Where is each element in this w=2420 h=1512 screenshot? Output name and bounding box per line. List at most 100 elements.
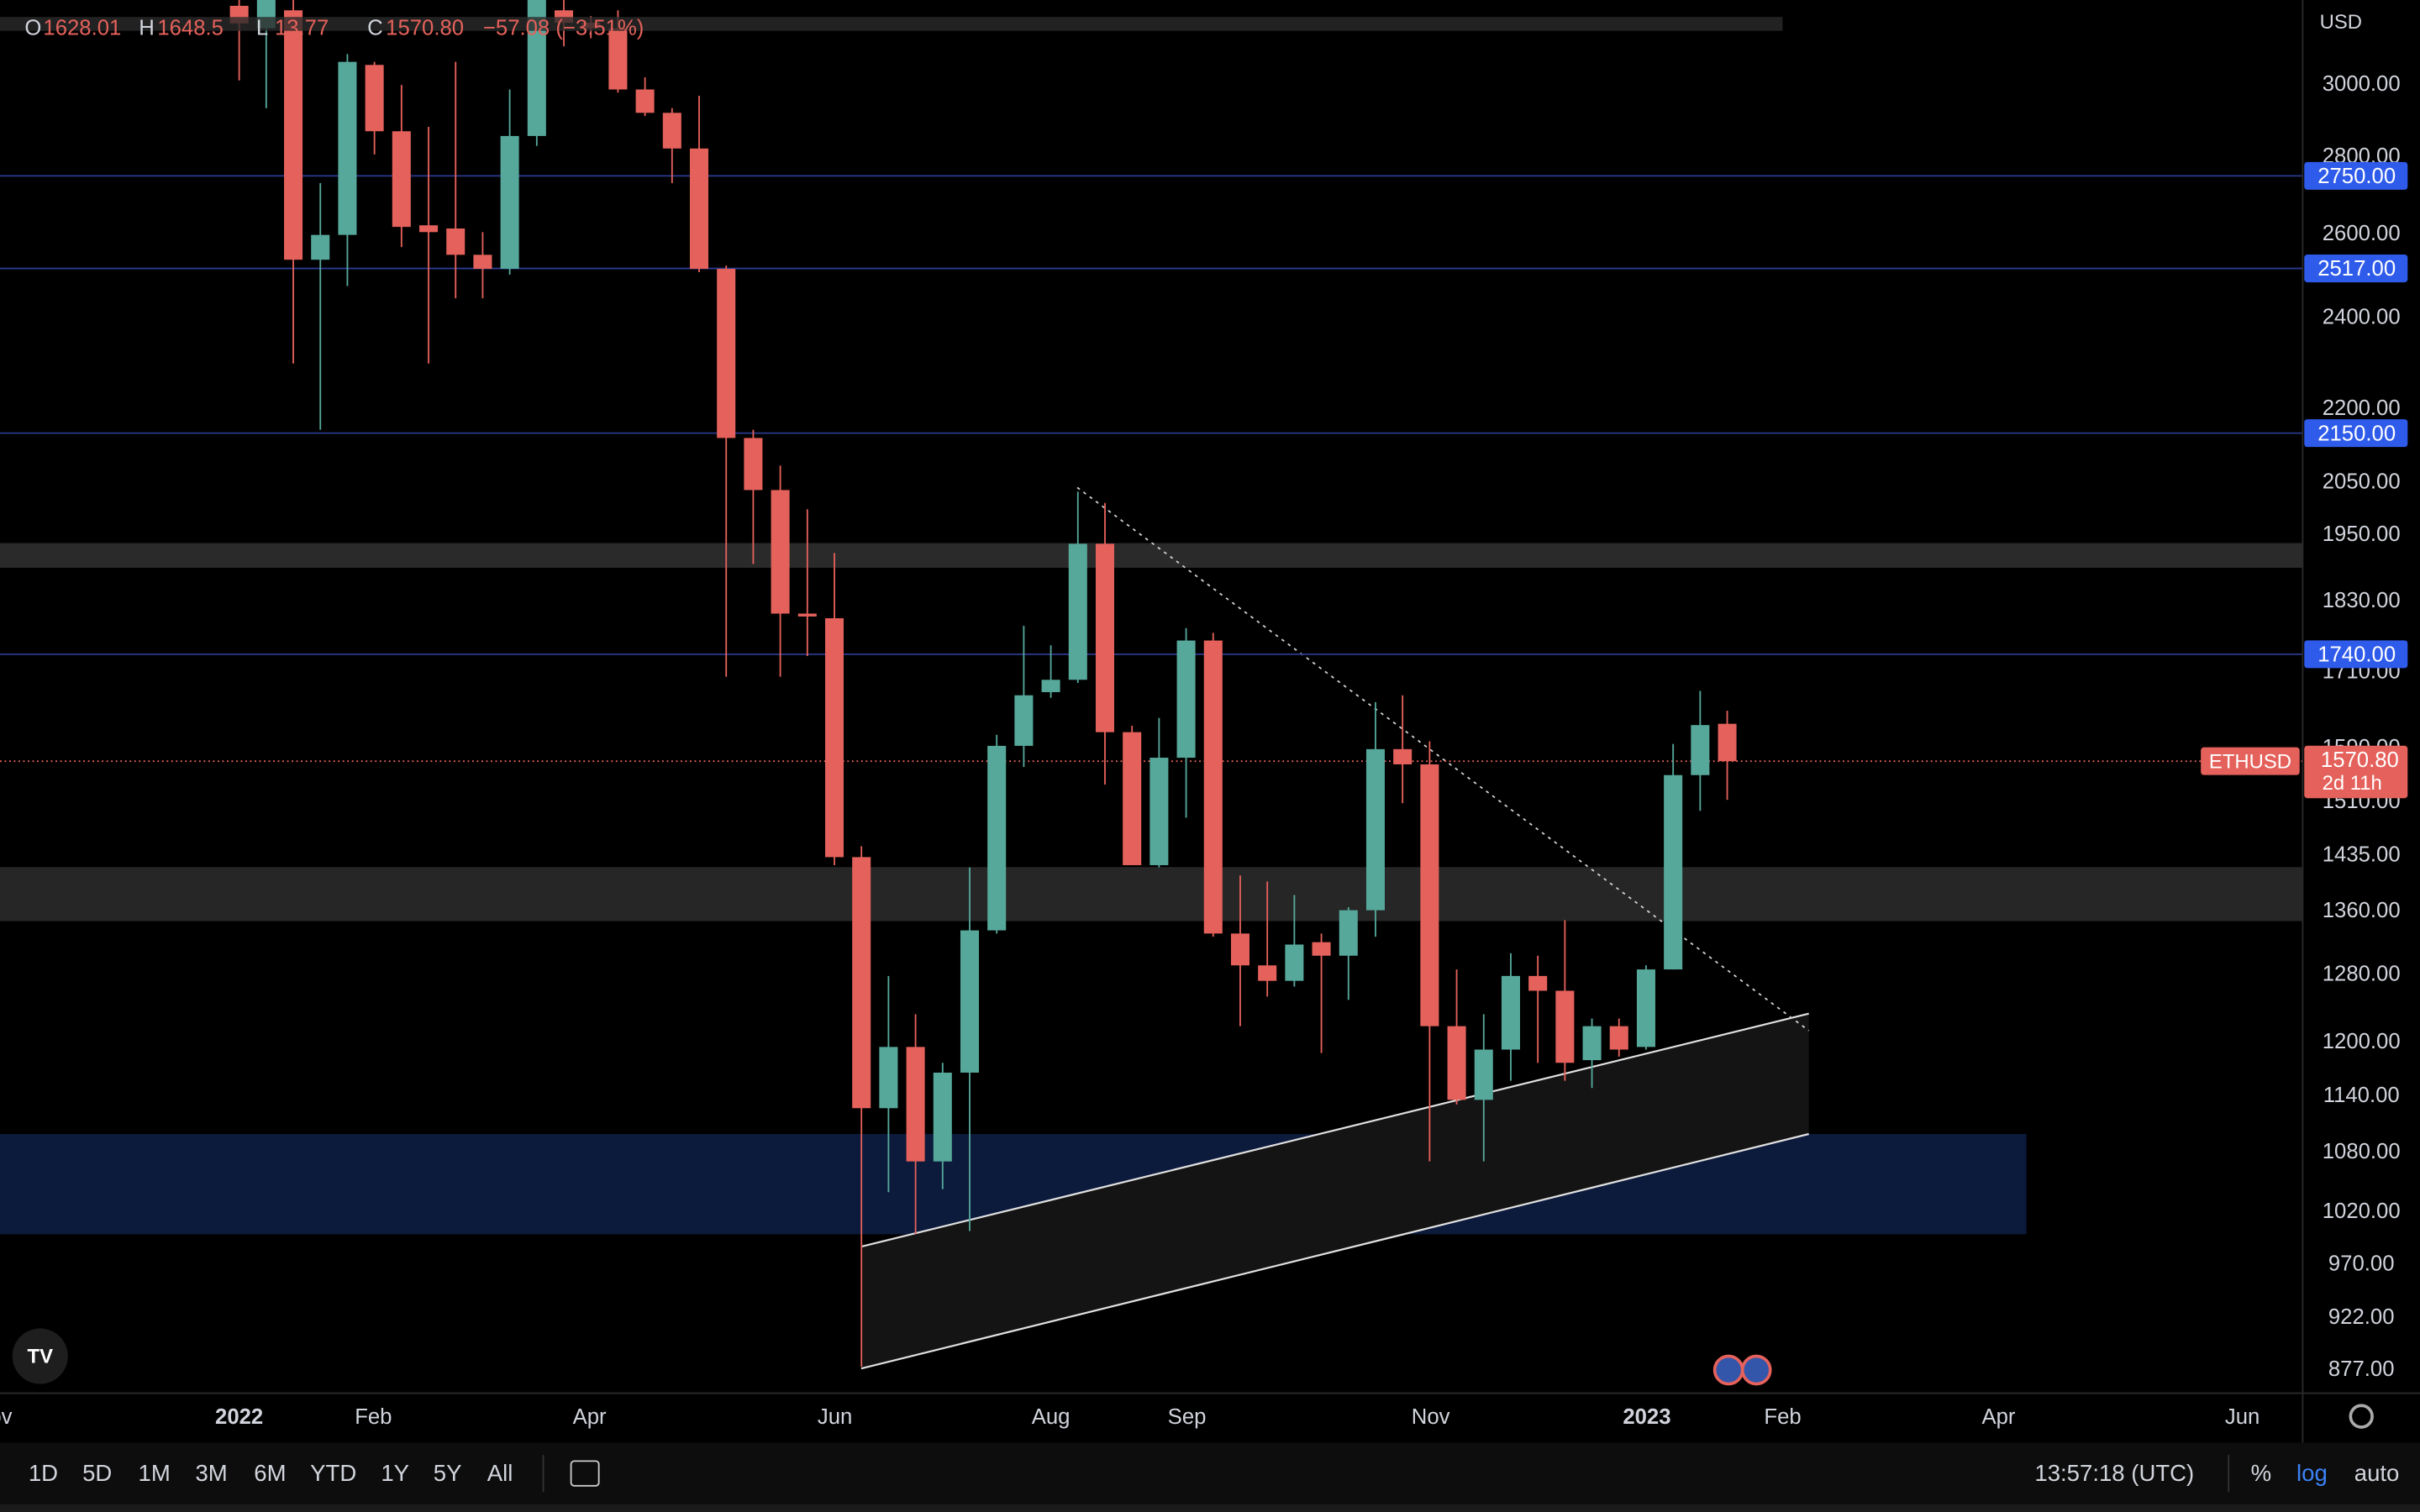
candles (229, 0, 1737, 1368)
candle-body (771, 490, 790, 614)
drawings (0, 486, 2303, 1370)
zone (0, 543, 2303, 568)
header-bar (0, 17, 1783, 31)
level-tag (2304, 255, 2408, 283)
last-price-label: 1570.80 (2321, 748, 2399, 772)
header-o: 1628.01 (43, 17, 121, 40)
calendar-icon[interactable] (570, 1460, 600, 1487)
candle-body (852, 857, 871, 1109)
y-tick-label: 922.00 (2328, 1305, 2395, 1329)
header-l-label: L (256, 17, 268, 40)
y-tick-label: 1020.00 (2323, 1200, 2401, 1223)
range-button[interactable]: 1D (29, 1460, 58, 1486)
y-tick-label: 1140.00 (2323, 1084, 2400, 1107)
candle-body (1528, 975, 1548, 991)
y-tick-label: 1435.00 (2323, 843, 2401, 866)
candle-body (744, 438, 763, 491)
percent-toggle[interactable]: % (2251, 1460, 2272, 1486)
candle-body (1150, 758, 1169, 865)
candle-body (1691, 725, 1710, 775)
header-change: −57.08 (−3.51%) (483, 17, 644, 40)
candle-body (1123, 732, 1142, 865)
y-tick-label: 2050.00 (2323, 470, 2401, 494)
logo: TV (12, 1328, 68, 1384)
x-tick-label: Nov (0, 1405, 13, 1429)
level-label: 1740.00 (2317, 643, 2396, 667)
y-tick-label: 1280.00 (2323, 963, 2401, 986)
candle-body (446, 228, 466, 255)
toolbar-items: 1D 5D 1M 3M 6M YTD 1Y 5Y All (29, 1460, 513, 1486)
header-c: 1570.80 (386, 17, 464, 40)
range-button[interactable]: 1M (139, 1460, 171, 1486)
candle-body (419, 225, 439, 233)
candle-body (1285, 944, 1304, 981)
currency[interactable]: USD (2320, 11, 2362, 34)
range-button[interactable]: All (487, 1460, 513, 1486)
candle-body (1393, 748, 1413, 764)
candle-body (635, 89, 655, 113)
header-l: 13.77 (275, 17, 329, 40)
candle-body (392, 131, 411, 228)
trend-line (1076, 486, 1810, 1032)
x-tick-label: 2022 (215, 1405, 263, 1429)
header-c-label: C (367, 17, 383, 40)
candle-body (1176, 640, 1196, 759)
candle-body (365, 65, 384, 132)
candle-body (879, 1047, 898, 1109)
candle-body (797, 613, 817, 617)
range-button[interactable]: 5Y (434, 1460, 462, 1486)
y-tick-label: 2600.00 (2323, 222, 2401, 245)
x-tick-label: Sep (1168, 1405, 1207, 1429)
candle-body (1203, 640, 1223, 934)
x-tick-label: 2023 (1623, 1405, 1670, 1429)
settings-icon[interactable] (2349, 1404, 2374, 1429)
x-tick-label: Nov (1412, 1405, 1450, 1429)
log-toggle[interactable]: log (2296, 1460, 2328, 1486)
y-tick-label: 3000.00 (2323, 72, 2401, 96)
candle-body (1609, 1026, 1628, 1050)
range-button[interactable]: 3M (195, 1460, 227, 1486)
candle-body (1312, 942, 1331, 956)
trend-line (860, 1132, 1809, 1370)
levels: ETHUSD (0, 175, 2303, 775)
level-label: 2750.00 (2317, 165, 2396, 188)
candle-body (1095, 543, 1115, 732)
svg-text:TV: TV (28, 1346, 54, 1368)
range-button[interactable]: 5D (82, 1460, 112, 1486)
candle-body (1447, 1026, 1466, 1100)
candle-body (662, 113, 681, 149)
candle-body (1068, 543, 1087, 680)
level-label: 2150.00 (2317, 422, 2396, 445)
auto-toggle[interactable]: auto (2354, 1460, 2400, 1486)
x-tick-label: Aug (1032, 1405, 1071, 1429)
candle-body (689, 148, 709, 270)
toolbar-edge (0, 1504, 2420, 1512)
candle-body (1555, 990, 1575, 1063)
candle-body (527, 0, 546, 136)
clock: 13:57:18 (UTC) (2034, 1460, 2194, 1486)
x-tick-label: Feb (355, 1405, 392, 1429)
range-button[interactable]: 1Y (381, 1460, 409, 1486)
symbol-tag (2201, 747, 2300, 775)
range-button[interactable]: 6M (254, 1460, 286, 1486)
level-tag (2304, 419, 2408, 448)
y-axis: 3000.002800.002600.002400.002200.002050.… (2304, 72, 2408, 1381)
candle-body (1339, 910, 1358, 956)
candle-body (1014, 695, 1034, 746)
candle-body (1365, 748, 1385, 911)
candle-body (960, 930, 980, 1073)
candle-body (1041, 680, 1060, 693)
header-h-label: H (139, 17, 155, 40)
candle-body (824, 618, 844, 858)
y-tick-label: 877.00 (2328, 1357, 2395, 1381)
x-tick-label: Apr (1981, 1405, 2015, 1429)
y-tick-label: 1950.00 (2323, 522, 2401, 546)
y-tick-label: 1360.00 (2323, 899, 2401, 922)
candle-body (717, 269, 736, 438)
level-label: 2517.00 (2317, 257, 2396, 281)
x-tick-label: Apr (573, 1405, 607, 1429)
candle-body (311, 234, 330, 260)
header-o-label: O (24, 17, 41, 40)
range-button[interactable]: YTD (310, 1460, 356, 1486)
